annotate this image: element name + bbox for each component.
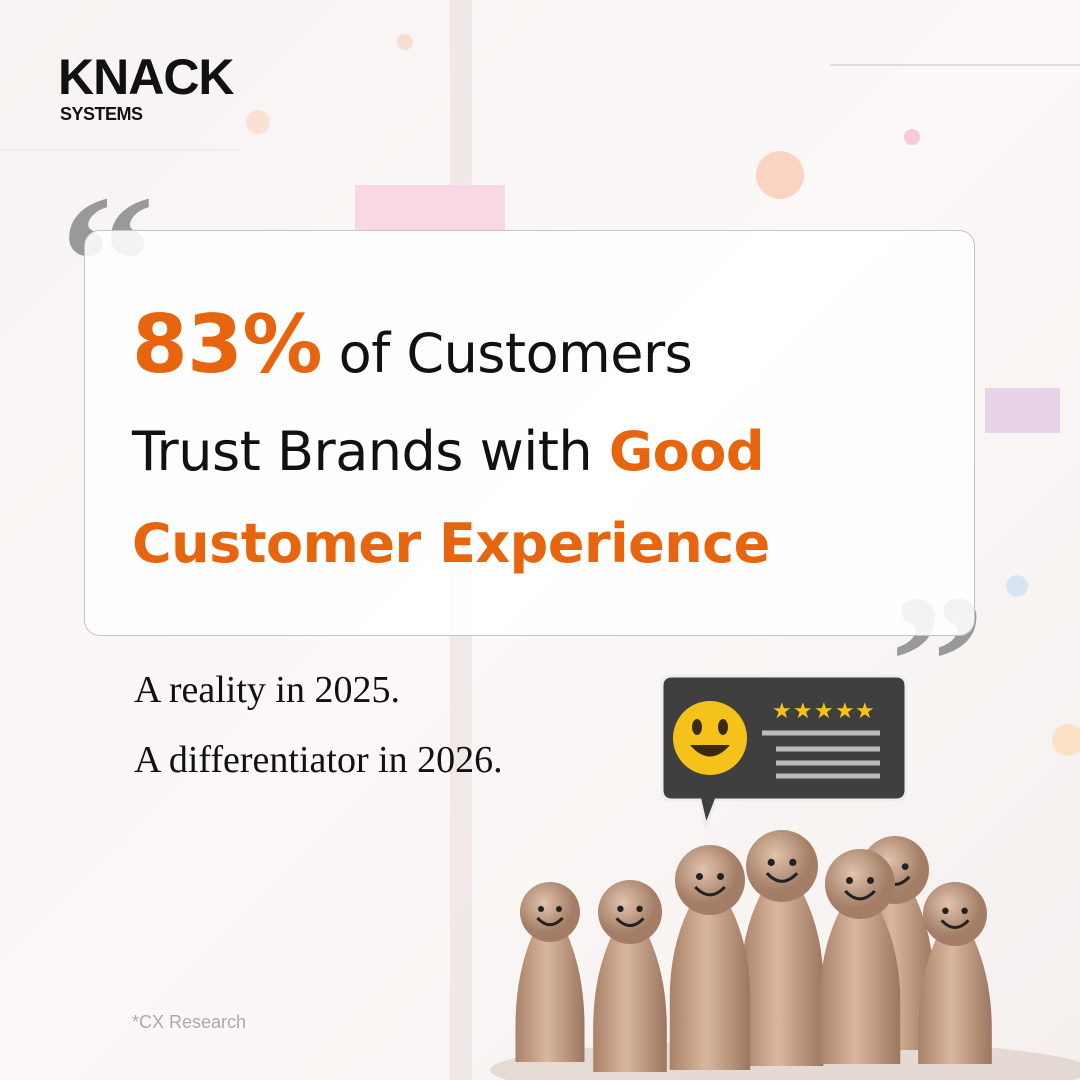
svg-text:★: ★ [814, 699, 834, 724]
brand-tagline: SYSTEMS [60, 104, 143, 124]
svg-text:★: ★ [855, 699, 875, 724]
peg-figure [923, 882, 987, 946]
headline-text: Trust Brands with [132, 420, 593, 483]
peg-figure [669, 908, 751, 1070]
peg-figure [819, 912, 901, 1064]
subtext: A differentiator in 2026. [134, 739, 503, 781]
peg-figure [961, 907, 968, 914]
peg-figure [901, 863, 909, 870]
peg-figure [598, 880, 662, 944]
peg-figure [717, 873, 724, 880]
peg-figure [918, 939, 992, 1064]
peg-figure [617, 905, 624, 912]
peg-figure [767, 858, 775, 867]
peg-figure [789, 858, 797, 867]
peg-figure [556, 906, 562, 912]
peg-figure [940, 919, 970, 930]
peg-figure [536, 916, 564, 927]
peg-figure [846, 877, 853, 884]
subtext: A reality in 2025. [134, 669, 400, 711]
peg-figure [746, 830, 818, 902]
peg-figure [593, 937, 667, 1072]
footnote: *CX Research [132, 1012, 247, 1032]
peg-figure [844, 889, 876, 901]
peg-figure [765, 872, 799, 883]
stat: 83% [132, 298, 322, 391]
headline-line: 83% of Customers [132, 298, 693, 391]
peg-figure [520, 882, 580, 942]
svg-text:★: ★ [772, 699, 792, 724]
peg-figure [696, 873, 703, 880]
peg-figure [675, 845, 745, 915]
peg-figure [538, 906, 544, 912]
svg-text:★: ★ [793, 699, 813, 724]
peg-figure [636, 905, 643, 912]
peg-figure [942, 907, 949, 914]
brand-name: KNACK [58, 49, 235, 105]
svg-text:★: ★ [835, 699, 855, 724]
headline-text: of Customers [338, 322, 693, 385]
peg-figure [867, 877, 874, 884]
headline-line: Trust Brands with Good [132, 420, 765, 483]
quote-box [84, 230, 975, 636]
peg-figure [694, 885, 726, 897]
peg-figure [515, 936, 585, 1062]
peg-figure [740, 894, 824, 1066]
peg-figure [615, 917, 645, 928]
highlight: Good [608, 420, 765, 483]
peg-figure [825, 849, 895, 919]
highlight: Customer Experience [132, 512, 770, 575]
